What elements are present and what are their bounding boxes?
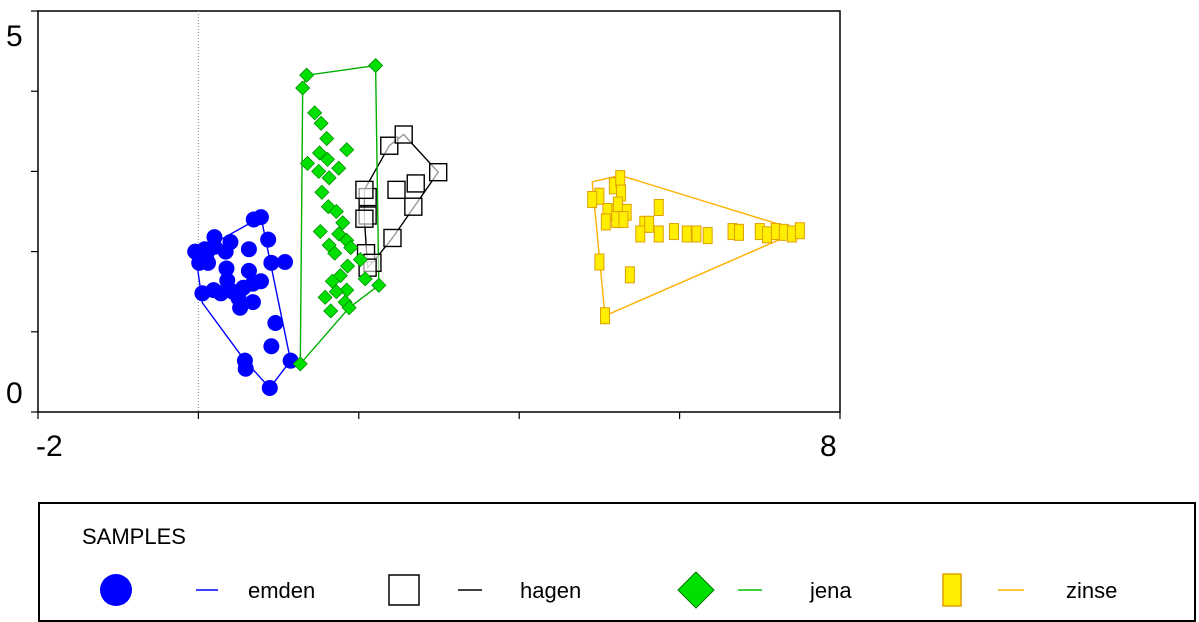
point-jena-29: [371, 277, 387, 293]
legend-label-zinse: zinse: [1066, 578, 1118, 603]
point-emden-7: [206, 229, 223, 246]
legend: SAMPLES emden hagen jena zinse: [38, 502, 1196, 622]
point-jena-30: [328, 284, 344, 300]
y-tick-label-max: 5: [6, 20, 23, 53]
point-emden-23: [244, 294, 261, 311]
hull-polygons: [194, 64, 802, 389]
point-jena-3: [307, 105, 323, 121]
legend-entry-zinse: zinse: [940, 570, 1199, 610]
x-tick-label-min: -2: [36, 430, 63, 463]
point-jena-27: [357, 271, 373, 287]
point-jena-34: [317, 289, 333, 305]
legend-marker-emden: [100, 574, 218, 606]
point-hagen-5: [406, 174, 425, 193]
point-zinse-10: [600, 213, 611, 231]
y-tick-label-min: 0: [6, 377, 23, 410]
legend-marker-hagen: [388, 574, 482, 606]
point-jena-8: [319, 151, 336, 167]
point-zinse-30: [624, 266, 635, 284]
point-jena-0: [295, 80, 311, 96]
point-emden-32: [261, 379, 278, 396]
point-jena-10: [331, 160, 347, 176]
point-emden-34: [277, 254, 294, 271]
data-points: [187, 57, 805, 396]
point-hagen-6: [387, 180, 406, 200]
scatter-chart: 5 0 -2 8: [6, 10, 841, 463]
point-zinse-28: [794, 222, 805, 240]
plot-area: [31, 10, 841, 419]
legend-label-emden: emden: [248, 578, 316, 603]
point-zinse-29: [594, 253, 605, 271]
point-emden-19: [212, 285, 229, 302]
point-jena-23: [352, 252, 368, 268]
point-jena-33: [323, 303, 339, 319]
point-hagen-10: [383, 228, 402, 248]
point-emden-12: [252, 209, 269, 226]
point-zinse-12: [618, 211, 629, 229]
point-zinse-16: [653, 225, 664, 243]
point-jena-24: [340, 258, 356, 274]
point-emden-26: [219, 272, 236, 289]
point-jena-15: [328, 203, 344, 220]
legend-label-jena: jena: [810, 578, 852, 603]
point-zinse-18: [681, 225, 692, 243]
point-emden-5: [200, 254, 217, 271]
point-emden-25: [230, 290, 247, 307]
point-emden-10: [240, 241, 257, 258]
point-jena-22: [327, 245, 343, 261]
point-jena-32: [341, 300, 357, 316]
axis-ticks: [31, 10, 841, 419]
point-jena-16: [335, 215, 351, 231]
point-zinse-8: [612, 196, 623, 214]
point-zinse-20: [702, 227, 713, 245]
legend-entry-emden: emden: [98, 570, 388, 610]
point-jena-12: [321, 170, 337, 186]
point-zinse-24: [762, 226, 773, 244]
legend-marker-jena: [677, 571, 762, 609]
point-jena-4: [313, 115, 329, 131]
point-jena-6: [339, 142, 355, 158]
point-emden-9: [222, 233, 239, 250]
point-jena-5: [319, 130, 335, 147]
point-emden-14: [263, 254, 280, 271]
point-emden-28: [267, 314, 284, 331]
point-jena-1: [299, 67, 315, 83]
point-emden-15: [240, 262, 257, 279]
point-zinse-22: [733, 223, 744, 241]
point-jena-35: [292, 356, 308, 372]
point-jena-9: [299, 155, 316, 171]
point-zinse-9: [653, 198, 664, 216]
point-jena-2: [368, 57, 384, 74]
point-jena-11: [311, 163, 327, 179]
point-emden-22: [252, 273, 269, 290]
point-jena-13: [314, 184, 330, 200]
point-emden-13: [260, 231, 277, 248]
point-jena-21: [343, 240, 359, 256]
point-hagen-3: [394, 125, 413, 144]
point-emden-31: [237, 360, 254, 377]
point-zinse-17: [668, 223, 679, 241]
point-jena-17: [312, 223, 328, 240]
point-hagen-4: [428, 163, 448, 182]
point-emden-29: [263, 338, 280, 355]
point-zinse-4: [587, 190, 598, 208]
point-hagen-9: [355, 209, 374, 228]
legend-title: SAMPLES: [82, 524, 186, 549]
x-tick-label-max: 8: [820, 430, 837, 463]
point-emden-27: [194, 285, 211, 302]
point-zinse-19: [691, 225, 702, 243]
legend-marker-zinse: [942, 573, 1024, 607]
point-zinse-31: [600, 307, 611, 325]
legend-entry-jena: jena: [676, 570, 966, 610]
point-zinse-1: [615, 170, 626, 188]
point-hagen-1: [355, 180, 374, 200]
point-hagen-7: [404, 197, 423, 216]
point-hagen-2: [380, 136, 399, 155]
point-zinse-14: [644, 215, 655, 233]
plot-frame: [37, 10, 841, 413]
legend-label-hagen: hagen: [520, 578, 582, 603]
legend-entry-hagen: hagen: [386, 570, 676, 610]
point-emden-17: [218, 260, 235, 277]
point-zinse-15: [635, 225, 646, 243]
